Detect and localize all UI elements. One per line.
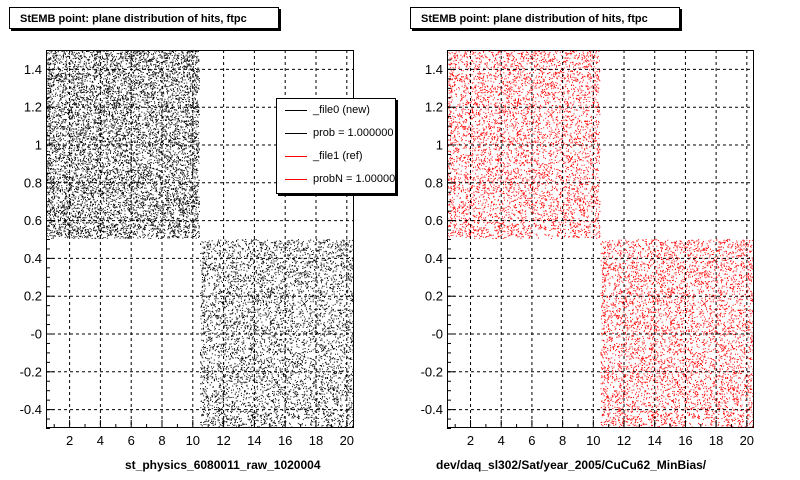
legend-entry-ref: _file1 (ref) xyxy=(277,149,395,163)
x-tick-label: 20 xyxy=(740,433,754,448)
hit-point-cloud xyxy=(46,50,200,239)
y-tick-label: 1 xyxy=(436,138,443,153)
legend-line-icon xyxy=(285,156,307,157)
right-x-caption: dev/daq_sl302/Sat/year_2005/CuCu62_MinBi… xyxy=(436,458,707,472)
y-tick-label: 0.4 xyxy=(24,251,42,266)
x-tick-label: 12 xyxy=(216,433,230,448)
hit-point-cloud xyxy=(447,50,601,239)
left-plot-title: StEMB point: plane distribution of hits,… xyxy=(9,7,279,29)
y-tick-label: 0.2 xyxy=(24,289,42,304)
x-tick-label: 6 xyxy=(528,433,535,448)
legend-line-icon xyxy=(285,110,307,111)
x-tick-label: 8 xyxy=(158,433,165,448)
hit-point-cloud xyxy=(600,239,754,428)
hit-point-cloud xyxy=(200,239,354,428)
left-x-caption: st_physics_6080011_raw_1020004 xyxy=(125,458,321,472)
x-tick-label: 18 xyxy=(309,433,323,448)
right-plot-title: StEMB point: plane distribution of hits,… xyxy=(410,7,680,29)
x-tick-label: 20 xyxy=(340,433,354,448)
left-plot: 2 4 6 8 10 12 14 16 18 20 -0.4 -0.2 -0 0.2 0.4 0.6 0.8 1 1… xyxy=(20,50,354,448)
y-tick-label: 0.4 xyxy=(425,251,443,266)
x-tick-label: 2 xyxy=(467,433,474,448)
right-plot: 2 4 6 8 10 12 14 16 18 20 -0.4 -0.2 -0 0.2 0.4 0.6 0.8 1 1… xyxy=(421,50,754,448)
x-tick-label: 8 xyxy=(559,433,566,448)
x-tick-label: 10 xyxy=(186,433,200,448)
y-tick-label: -0.2 xyxy=(20,364,42,379)
y-tick-label: 0.6 xyxy=(24,213,42,228)
x-tick-label: 14 xyxy=(247,433,261,448)
legend-label: prob = 1.000000 xyxy=(313,127,394,139)
x-tick-label: 4 xyxy=(498,433,505,448)
x-tick-label: 2 xyxy=(66,433,73,448)
y-tick-label: -0 xyxy=(431,327,443,342)
x-tick-label: 14 xyxy=(647,433,661,448)
hit-points xyxy=(46,50,354,428)
y-tick-label: 0.8 xyxy=(24,175,42,190)
legend-label: _file1 (ref) xyxy=(313,150,363,162)
legend-label: probN = 1.000000 xyxy=(313,173,396,185)
x-tick-label: 6 xyxy=(128,433,135,448)
legend-label: _file0 (new) xyxy=(313,104,370,116)
legend-line-icon xyxy=(285,133,307,134)
y-tick-label: 1.4 xyxy=(24,62,42,77)
legend: _file0 (new) prob = 1.000000 _file1 (ref… xyxy=(276,98,396,194)
y-tick-label: 1.4 xyxy=(425,62,443,77)
x-tick-label: 16 xyxy=(678,433,692,448)
x-tick-label: 10 xyxy=(586,433,600,448)
legend-entry-prob: prob = 1.000000 xyxy=(277,126,395,140)
grid xyxy=(447,50,754,428)
y-tick-label: -0.4 xyxy=(20,402,42,417)
y-tick-label: 1.2 xyxy=(24,100,42,115)
hit-points xyxy=(447,50,754,428)
legend-line-icon xyxy=(285,179,307,180)
y-tick-label: -0 xyxy=(30,327,42,342)
x-tick-label: 18 xyxy=(709,433,723,448)
legend-entry-probn: probN = 1.000000 xyxy=(277,172,395,186)
y-tick-label: 1.2 xyxy=(425,100,443,115)
y-tick-label: 0.2 xyxy=(425,289,443,304)
y-tick-label: 0.6 xyxy=(425,213,443,228)
x-tick-label: 16 xyxy=(278,433,292,448)
y-tick-label: -0.2 xyxy=(421,364,443,379)
y-tick-label: 1 xyxy=(35,138,42,153)
legend-entry-new: _file0 (new) xyxy=(277,103,395,117)
y-tick-label: 0.8 xyxy=(425,175,443,190)
y-tick-label: -0.4 xyxy=(421,402,443,417)
x-tick-label: 12 xyxy=(617,433,631,448)
x-tick-label: 4 xyxy=(97,433,104,448)
